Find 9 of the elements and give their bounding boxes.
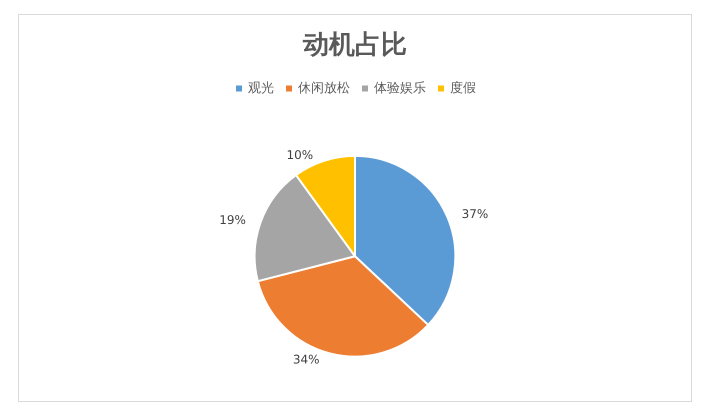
data-label: 37% — [462, 207, 488, 222]
data-label: 19% — [219, 213, 246, 228]
legend-label: 休闲放松 — [298, 81, 350, 96]
legend-label: 观光 — [248, 81, 274, 96]
legend-label: 体验娱乐 — [374, 81, 426, 96]
legend-label: 度假 — [450, 80, 476, 96]
data-label: 10% — [286, 148, 314, 162]
data-label: 34% — [292, 352, 320, 366]
chart-title: 动机占比 — [302, 30, 407, 60]
